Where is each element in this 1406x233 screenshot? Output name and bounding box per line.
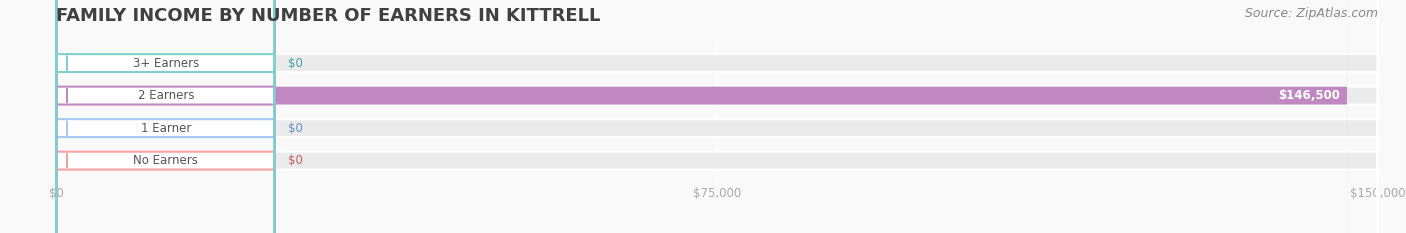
Text: 1 Earner: 1 Earner	[141, 122, 191, 135]
Text: $0: $0	[287, 57, 302, 70]
FancyBboxPatch shape	[56, 0, 1347, 233]
FancyBboxPatch shape	[56, 0, 274, 233]
Text: 3+ Earners: 3+ Earners	[132, 57, 200, 70]
Text: $0: $0	[287, 154, 302, 167]
FancyBboxPatch shape	[56, 0, 274, 233]
FancyBboxPatch shape	[56, 0, 1378, 233]
Text: Source: ZipAtlas.com: Source: ZipAtlas.com	[1244, 7, 1378, 20]
Text: 2 Earners: 2 Earners	[138, 89, 194, 102]
FancyBboxPatch shape	[56, 0, 274, 233]
FancyBboxPatch shape	[56, 0, 1378, 233]
Text: $0: $0	[287, 122, 302, 135]
Text: FAMILY INCOME BY NUMBER OF EARNERS IN KITTRELL: FAMILY INCOME BY NUMBER OF EARNERS IN KI…	[56, 7, 600, 25]
FancyBboxPatch shape	[56, 0, 1378, 233]
FancyBboxPatch shape	[56, 0, 274, 233]
FancyBboxPatch shape	[56, 0, 1378, 233]
Text: $146,500: $146,500	[1278, 89, 1340, 102]
Text: No Earners: No Earners	[134, 154, 198, 167]
